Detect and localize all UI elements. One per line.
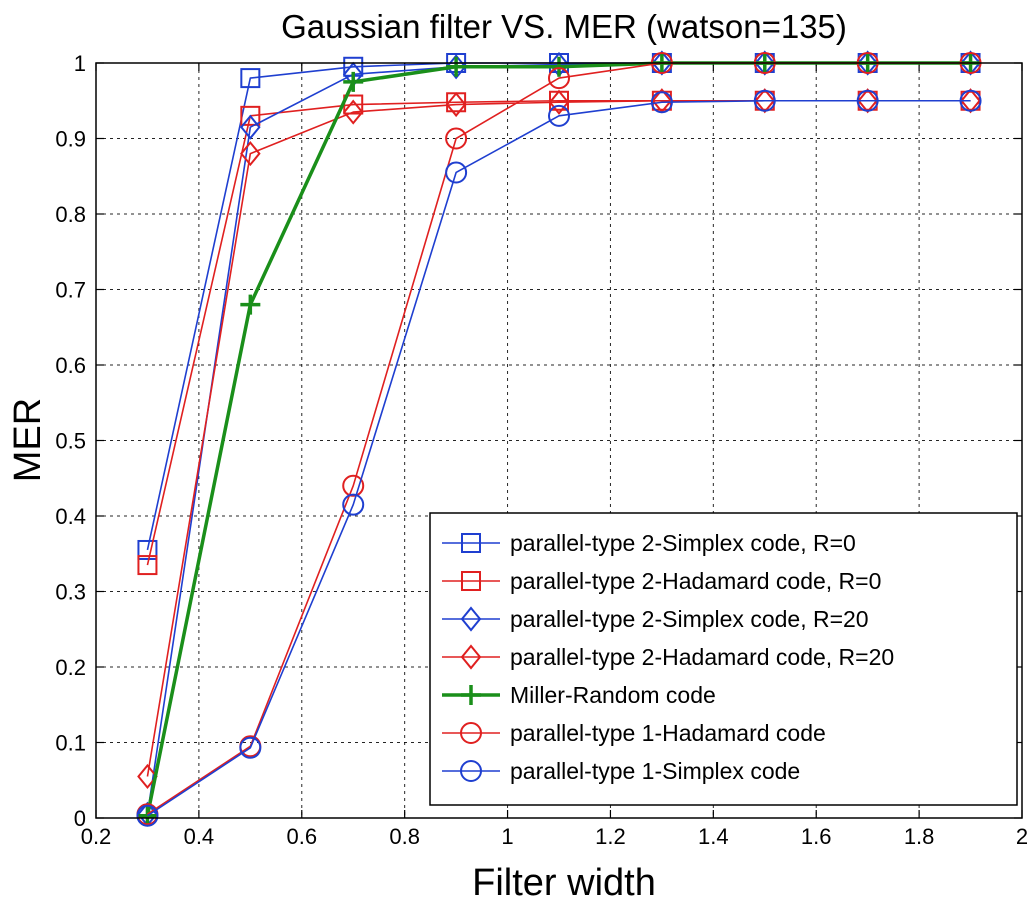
data-point — [959, 89, 982, 112]
legend-label: parallel-type 2-Hadamard code, R=0 — [510, 568, 881, 594]
x-tick-label: 1.4 — [698, 824, 729, 849]
data-point — [342, 99, 364, 125]
y-tick-label: 0.3 — [55, 580, 86, 605]
data-point — [240, 141, 261, 167]
data-point — [548, 67, 570, 90]
legend-label: parallel-type 1-Simplex code — [510, 758, 800, 784]
x-tick-label: 0.6 — [286, 824, 317, 849]
x-axis-label: Filter width — [472, 862, 656, 904]
data-point — [445, 127, 468, 150]
y-tick-label: 0.7 — [55, 278, 86, 303]
data-point — [651, 50, 673, 76]
y-tick-label: 0.2 — [55, 655, 86, 680]
legend-swatch-marker — [460, 606, 482, 632]
data-point — [548, 104, 570, 127]
legend-label: parallel-type 2-Hadamard code, R=20 — [510, 644, 894, 670]
data-point — [650, 91, 673, 114]
data-point — [754, 88, 776, 114]
data-point — [857, 88, 878, 114]
y-axis-label: MER — [7, 398, 49, 482]
x-tick-label: 1.8 — [904, 824, 935, 849]
data-point — [446, 56, 467, 77]
x-tick-label: 0.2 — [81, 824, 112, 849]
plot-frame — [95, 62, 1023, 819]
series-line — [146, 99, 971, 566]
legend-label: parallel-type 1-Hadamard code — [510, 720, 826, 746]
data-point — [445, 91, 467, 118]
legend-item: Miller-Random code — [442, 682, 716, 708]
x-tick-label: 2 — [1016, 824, 1028, 849]
legend-item: parallel-type 2-Simplex code, R=20 — [442, 606, 869, 632]
legend-swatch-marker — [460, 722, 482, 744]
data-point — [240, 114, 261, 140]
data-point — [137, 763, 158, 790]
data-point — [549, 56, 569, 77]
legend-swatch-marker — [460, 760, 482, 782]
legend-swatch-marker — [461, 533, 481, 553]
data-point — [136, 804, 159, 827]
y-tick-label: 0.9 — [55, 127, 86, 152]
data-point — [548, 89, 570, 115]
x-tick-label: 1.6 — [801, 824, 832, 849]
legend-box — [429, 512, 1018, 806]
legend-item: parallel-type 2-Simplex code, R=0 — [442, 530, 856, 556]
series-0 — [137, 53, 981, 560]
data-point — [343, 71, 364, 92]
data-point — [137, 805, 158, 826]
tick-labels: 0.2 0.4 0.6 0.8 1 1.2 1.4 1.6 1.8 2 0 0.1 0.2 0.3 0.4 0… — [55, 51, 1028, 849]
legend-item: parallel-type 1-Simplex code — [442, 758, 800, 784]
x-tick-label: 0.4 — [184, 824, 215, 849]
x-tick-label: 1 — [501, 824, 513, 849]
y-tick-label: 0.5 — [55, 429, 86, 454]
data-point — [137, 539, 158, 560]
data-point — [754, 50, 776, 76]
y-tick-label: 0.8 — [55, 202, 86, 227]
data-point — [240, 105, 261, 126]
data-point — [137, 555, 158, 576]
series-line — [147, 99, 971, 817]
legend-label: parallel-type 2-Simplex code, R=20 — [510, 606, 869, 632]
data-point — [342, 493, 365, 516]
data-point — [240, 294, 261, 315]
data-point — [753, 89, 776, 112]
legend: parallel-type 2-Simplex code, R=0 paralle… — [429, 512, 1018, 806]
legend-item: parallel-type 2-Hadamard code, R=0 — [442, 568, 881, 594]
legend-item: parallel-type 1-Hadamard code — [442, 720, 826, 746]
series-1 — [137, 90, 981, 576]
y-tick-label: 0.6 — [55, 353, 86, 378]
legend-swatch-marker — [460, 644, 482, 670]
legend-item: parallel-type 2-Hadamard code, R=20 — [442, 644, 894, 670]
y-tick-label: 0 — [74, 806, 86, 831]
series-line — [146, 62, 971, 551]
grid — [96, 63, 1022, 818]
legend-label: parallel-type 2-Simplex code, R=0 — [510, 530, 856, 556]
data-point — [960, 88, 981, 114]
chart-title: Gaussian filter VS. MER (watson=135) — [281, 8, 847, 45]
y-tick-label: 1 — [74, 51, 86, 76]
legend-swatch-marker — [461, 685, 481, 705]
data-point — [856, 89, 879, 112]
y-tick-label: 0.1 — [55, 731, 86, 756]
data-point — [240, 68, 261, 89]
legend-label: Miller-Random code — [510, 682, 716, 708]
data-point — [239, 736, 262, 759]
data-point — [342, 474, 365, 497]
data-point — [857, 50, 878, 76]
x-tick-label: 1.2 — [595, 824, 626, 849]
data-point — [960, 50, 981, 76]
y-tick-label: 0.4 — [55, 504, 86, 529]
legend-swatch-marker — [461, 571, 481, 591]
series-6 — [136, 89, 982, 827]
x-tick-label: 0.8 — [389, 824, 420, 849]
data-point — [445, 161, 468, 184]
